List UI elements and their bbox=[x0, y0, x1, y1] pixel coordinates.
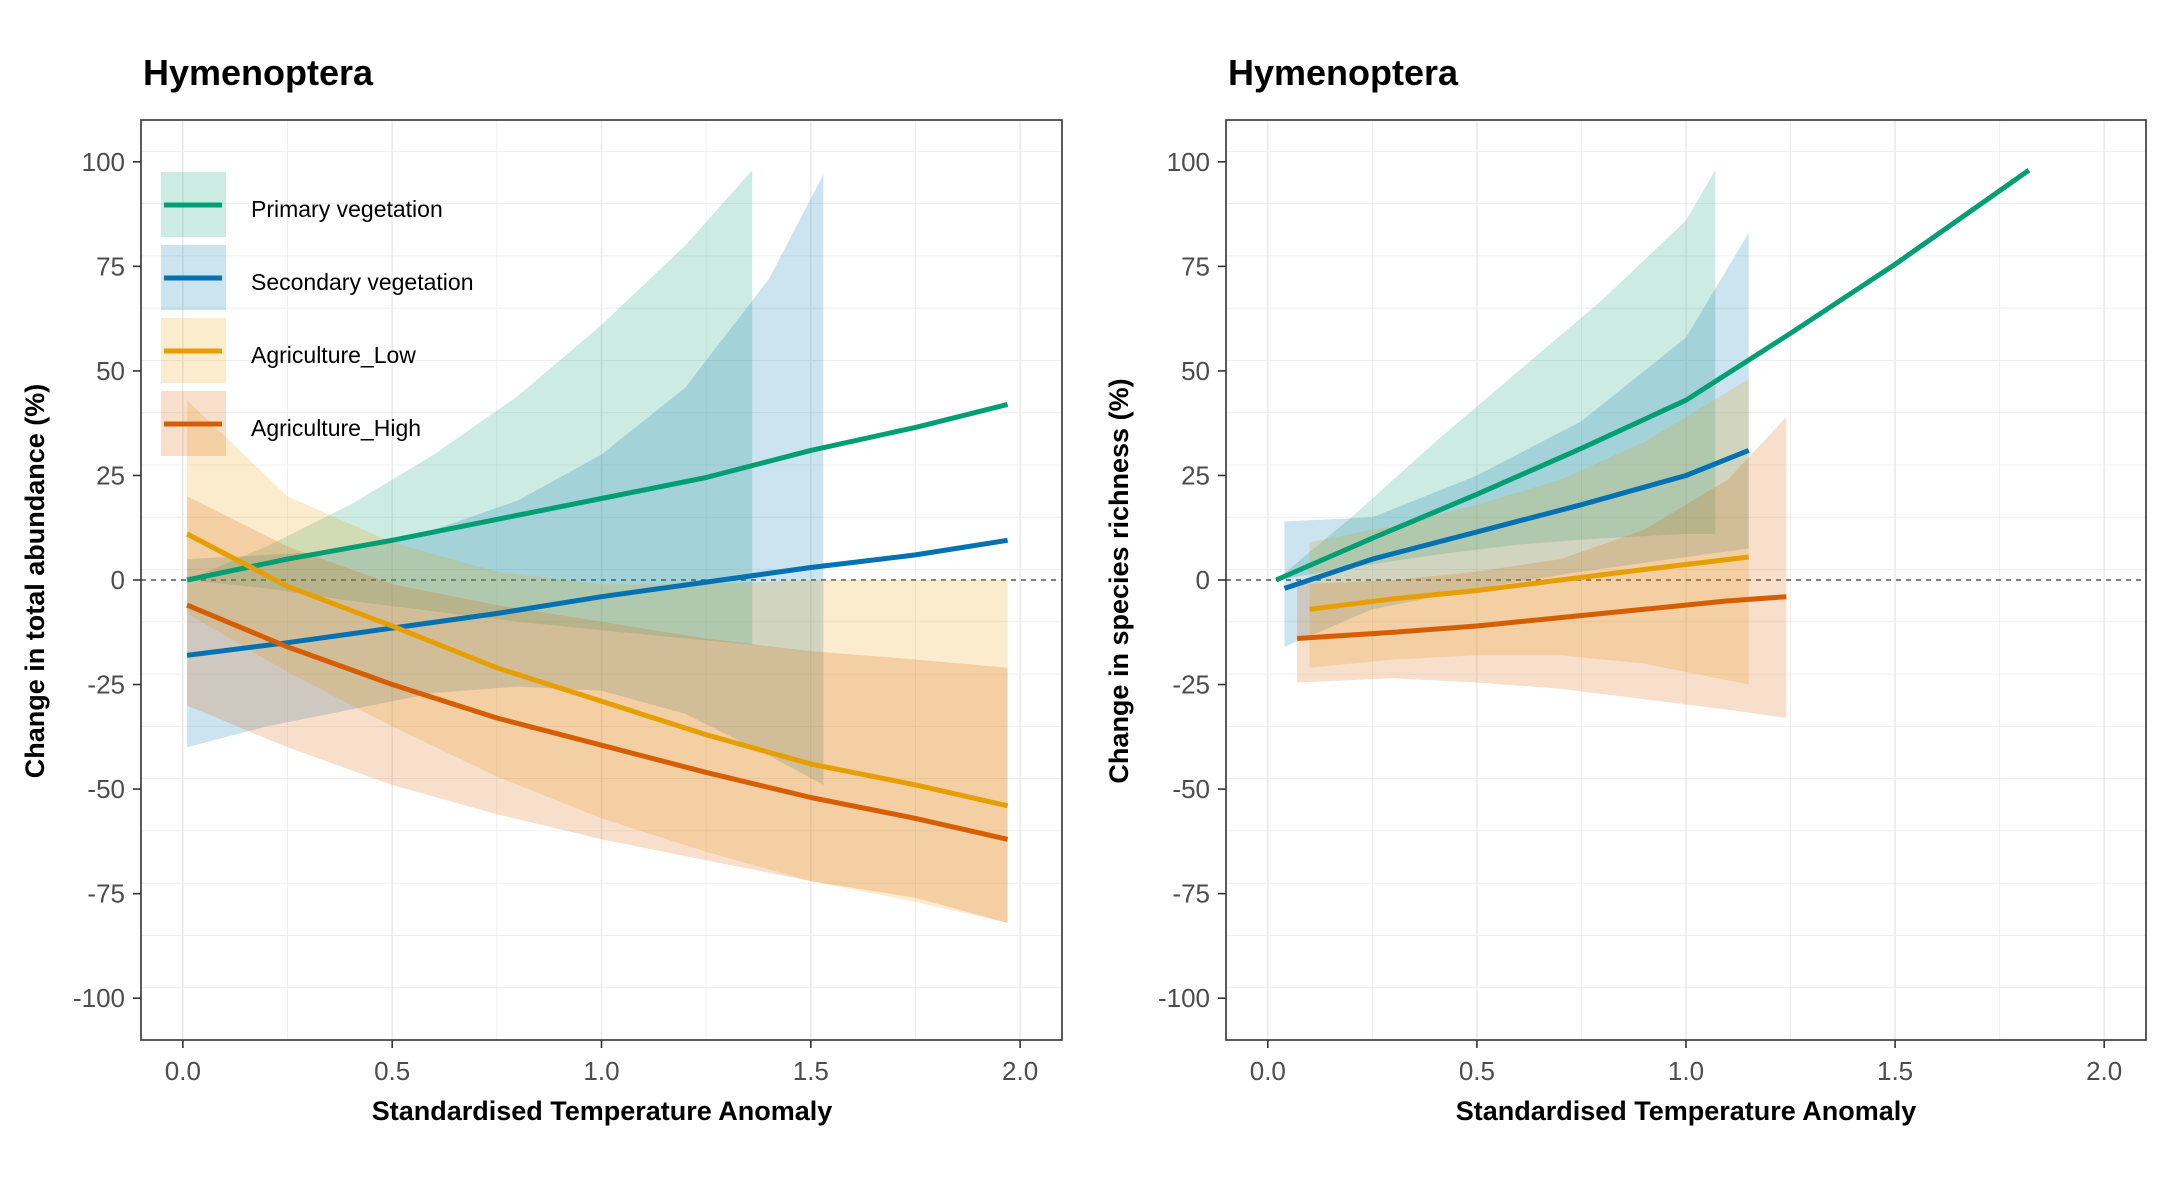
x-axis-title: Standardised Temperature Anomaly bbox=[372, 1096, 833, 1126]
line-agriculture-low bbox=[1309, 554, 1749, 612]
ci-ribbon-primary-vegetation bbox=[187, 170, 753, 645]
line-agriculture-low bbox=[185, 531, 1009, 809]
y-tick-label: 100 bbox=[82, 147, 125, 177]
legend-label: Agriculture_High bbox=[251, 415, 421, 441]
x-tick-label: 0.5 bbox=[1459, 1056, 1495, 1086]
y-tick-label: -75 bbox=[87, 879, 125, 909]
legend-item-agriculture-low: Agriculture_Low bbox=[161, 318, 416, 383]
ci-ribbon-agriculture-low bbox=[187, 400, 1008, 923]
legend-label: Agriculture_Low bbox=[251, 342, 416, 368]
legend-label: Primary vegetation bbox=[251, 196, 443, 222]
y-tick-label: -75 bbox=[1172, 879, 1210, 909]
legend-item-agriculture-high: Agriculture_High bbox=[161, 391, 421, 456]
y-tick-label: 75 bbox=[1181, 251, 1210, 281]
y-tick-label: 25 bbox=[96, 460, 125, 490]
line-secondary-vegetation bbox=[1283, 448, 1750, 591]
line-agriculture-high bbox=[1296, 594, 1787, 641]
panel-title: Hymenoptera bbox=[143, 52, 374, 93]
y-tick-label: -25 bbox=[87, 670, 125, 700]
y-tick-label: 100 bbox=[1167, 147, 1210, 177]
richness-panel: Hymenoptera 100 75 50 25 0 -25 -50 -75 -100 0.0 0.… bbox=[1104, 52, 2147, 1126]
y-tick-label: -100 bbox=[73, 983, 125, 1013]
y-tick-label: 75 bbox=[96, 251, 125, 281]
x-axis-title: Standardised Temperature Anomaly bbox=[1456, 1096, 1917, 1126]
x-tick-label: 2.0 bbox=[2086, 1056, 2122, 1086]
y-tick-label: -50 bbox=[1172, 774, 1210, 804]
x-tick-label: 0.5 bbox=[374, 1056, 410, 1086]
ci-ribbon-agriculture-high bbox=[187, 496, 1008, 923]
y-tick-label: -100 bbox=[1158, 983, 1210, 1013]
y-tick-label: 0 bbox=[111, 565, 125, 595]
plot-area: 100 75 50 25 0 -25 -50 -75 -100 0.0 0.5 1.0 1.5 2.0 bbox=[73, 119, 1063, 1086]
ci-ribbon-agriculture-high bbox=[1297, 416, 1787, 718]
line-primary-vegetation bbox=[1275, 168, 2031, 583]
y-tick-label: 50 bbox=[96, 356, 125, 386]
ci-ribbon-primary-vegetation bbox=[1276, 170, 1716, 580]
y-axis-title: Change in species richness (%) bbox=[1104, 378, 1134, 783]
panel-title: Hymenoptera bbox=[1228, 52, 1459, 93]
x-tick-label: 1.0 bbox=[1668, 1056, 1704, 1086]
x-tick-label: 0.0 bbox=[1250, 1056, 1286, 1086]
x-tick-label: 0.0 bbox=[165, 1056, 201, 1086]
y-tick-label: 50 bbox=[1181, 356, 1210, 386]
y-tick-label: 25 bbox=[1181, 460, 1210, 490]
line-agriculture-high bbox=[186, 602, 1009, 842]
x-tick-label: 1.0 bbox=[583, 1056, 619, 1086]
y-tick-label: -50 bbox=[87, 774, 125, 804]
legend-item-secondary-vegetation: Secondary vegetation bbox=[161, 245, 474, 310]
line-primary-vegetation bbox=[186, 401, 1009, 583]
legend-item-primary-vegetation: Primary vegetation bbox=[161, 172, 443, 237]
legend: Primary vegetation Secondary vegetation … bbox=[161, 172, 474, 456]
line-secondary-vegetation bbox=[186, 537, 1008, 658]
ci-ribbon-secondary-vegetation bbox=[1284, 232, 1749, 647]
y-tick-label: -25 bbox=[1172, 670, 1210, 700]
y-axis-title: Change in total abundance (%) bbox=[20, 384, 50, 779]
x-tick-label: 1.5 bbox=[1877, 1056, 1913, 1086]
abundance-panel: Hymenoptera 100 75 50 25 0 -25 -50 -75 -100 0.0 0.… bbox=[20, 52, 1063, 1126]
x-tick-label: 2.0 bbox=[1002, 1056, 1038, 1086]
y-tick-label: 0 bbox=[1196, 565, 1210, 595]
legend-label: Secondary vegetation bbox=[251, 269, 474, 295]
x-tick-label: 1.5 bbox=[793, 1056, 829, 1086]
plot-area: 100 75 50 25 0 -25 -50 -75 -100 0.0 0.5 1.0 1.5 2.0 bbox=[1158, 119, 2147, 1086]
